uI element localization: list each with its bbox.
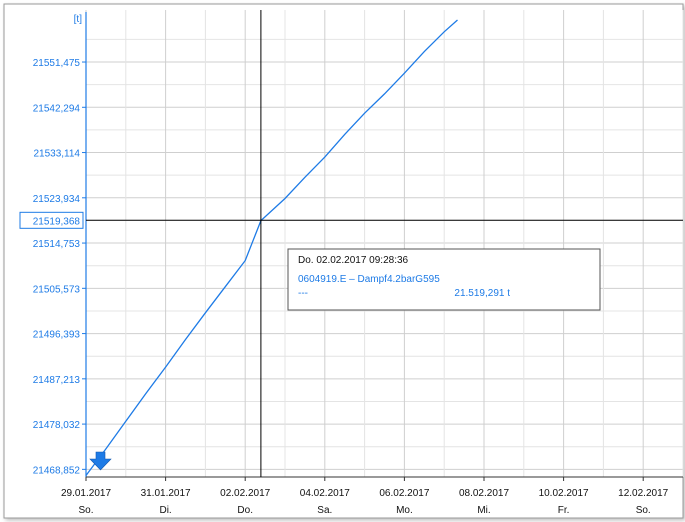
y-tick-label: 21487,213 — [33, 375, 81, 386]
x-tick-weekday: So. — [636, 505, 651, 516]
x-tick-date: 06.02.2017 — [379, 488, 429, 499]
x-tick-date: 12.02.2017 — [618, 488, 668, 499]
y-tick-label: 21478,032 — [33, 420, 81, 431]
x-tick-date: 02.02.2017 — [220, 488, 270, 499]
x-tick-weekday: Mo. — [396, 505, 413, 516]
tooltip-series-name: 0604919.E – Dampf4.2barG595 — [298, 274, 440, 285]
y-tick-label: 21496,393 — [33, 330, 81, 341]
x-tick-date: 29.01.2017 — [61, 488, 111, 499]
y-tick-label: 21542,294 — [33, 103, 81, 114]
y-tick-label: 21523,934 — [33, 194, 81, 205]
y-tick-label: 21514,753 — [33, 239, 81, 250]
crosshair-value-box — [19, 211, 84, 229]
grid — [85, 10, 684, 477]
x-tick-weekday: Di. — [159, 505, 171, 516]
y-tick-label: 21505,573 — [33, 284, 81, 295]
series-lines — [85, 19, 458, 476]
x-tick-date: 04.02.2017 — [300, 488, 350, 499]
x-tick-weekday: Do. — [237, 505, 253, 516]
y-axis-unit: [t] — [74, 14, 83, 25]
x-tick-weekday: Mi. — [477, 505, 490, 516]
axes: [t] — [74, 12, 683, 478]
y-tick-label: 21551,475 — [33, 58, 81, 69]
scroll-down-icon[interactable] — [89, 451, 112, 471]
y-axis-ticks: 21551,475 21542,294 21533,114 21523,934 2151… — [33, 58, 86, 476]
series-line — [85, 19, 458, 476]
x-axis-ticks: 29.01.2017 So. 31.01.2017 Di. 02.02.2017 Do. 0… — [61, 477, 669, 516]
crosshair[interactable]: 21519,368 — [19, 10, 683, 477]
tooltip-datetime: Do. 02.02.2017 09:28:36 — [298, 255, 409, 266]
tooltip: Do. 02.02.2017 09:28:36 0604919.E – Damp… — [287, 248, 601, 311]
x-tick-weekday: Fr. — [558, 505, 570, 516]
tooltip-dash: --- — [298, 288, 308, 299]
x-tick-date: 10.02.2017 — [539, 488, 589, 499]
x-tick-weekday: Sa. — [317, 505, 332, 516]
tooltip-value: 21.519,291 t — [454, 288, 510, 299]
y-tick-label: 21468,852 — [33, 465, 81, 476]
crosshair-value-label: 21519,368 — [33, 216, 81, 227]
x-tick-weekday: So. — [78, 505, 93, 516]
x-tick-date: 08.02.2017 — [459, 488, 509, 499]
tooltip-box — [287, 248, 601, 311]
x-tick-date: 31.01.2017 — [141, 488, 191, 499]
y-tick-label: 21533,114 — [33, 149, 80, 160]
